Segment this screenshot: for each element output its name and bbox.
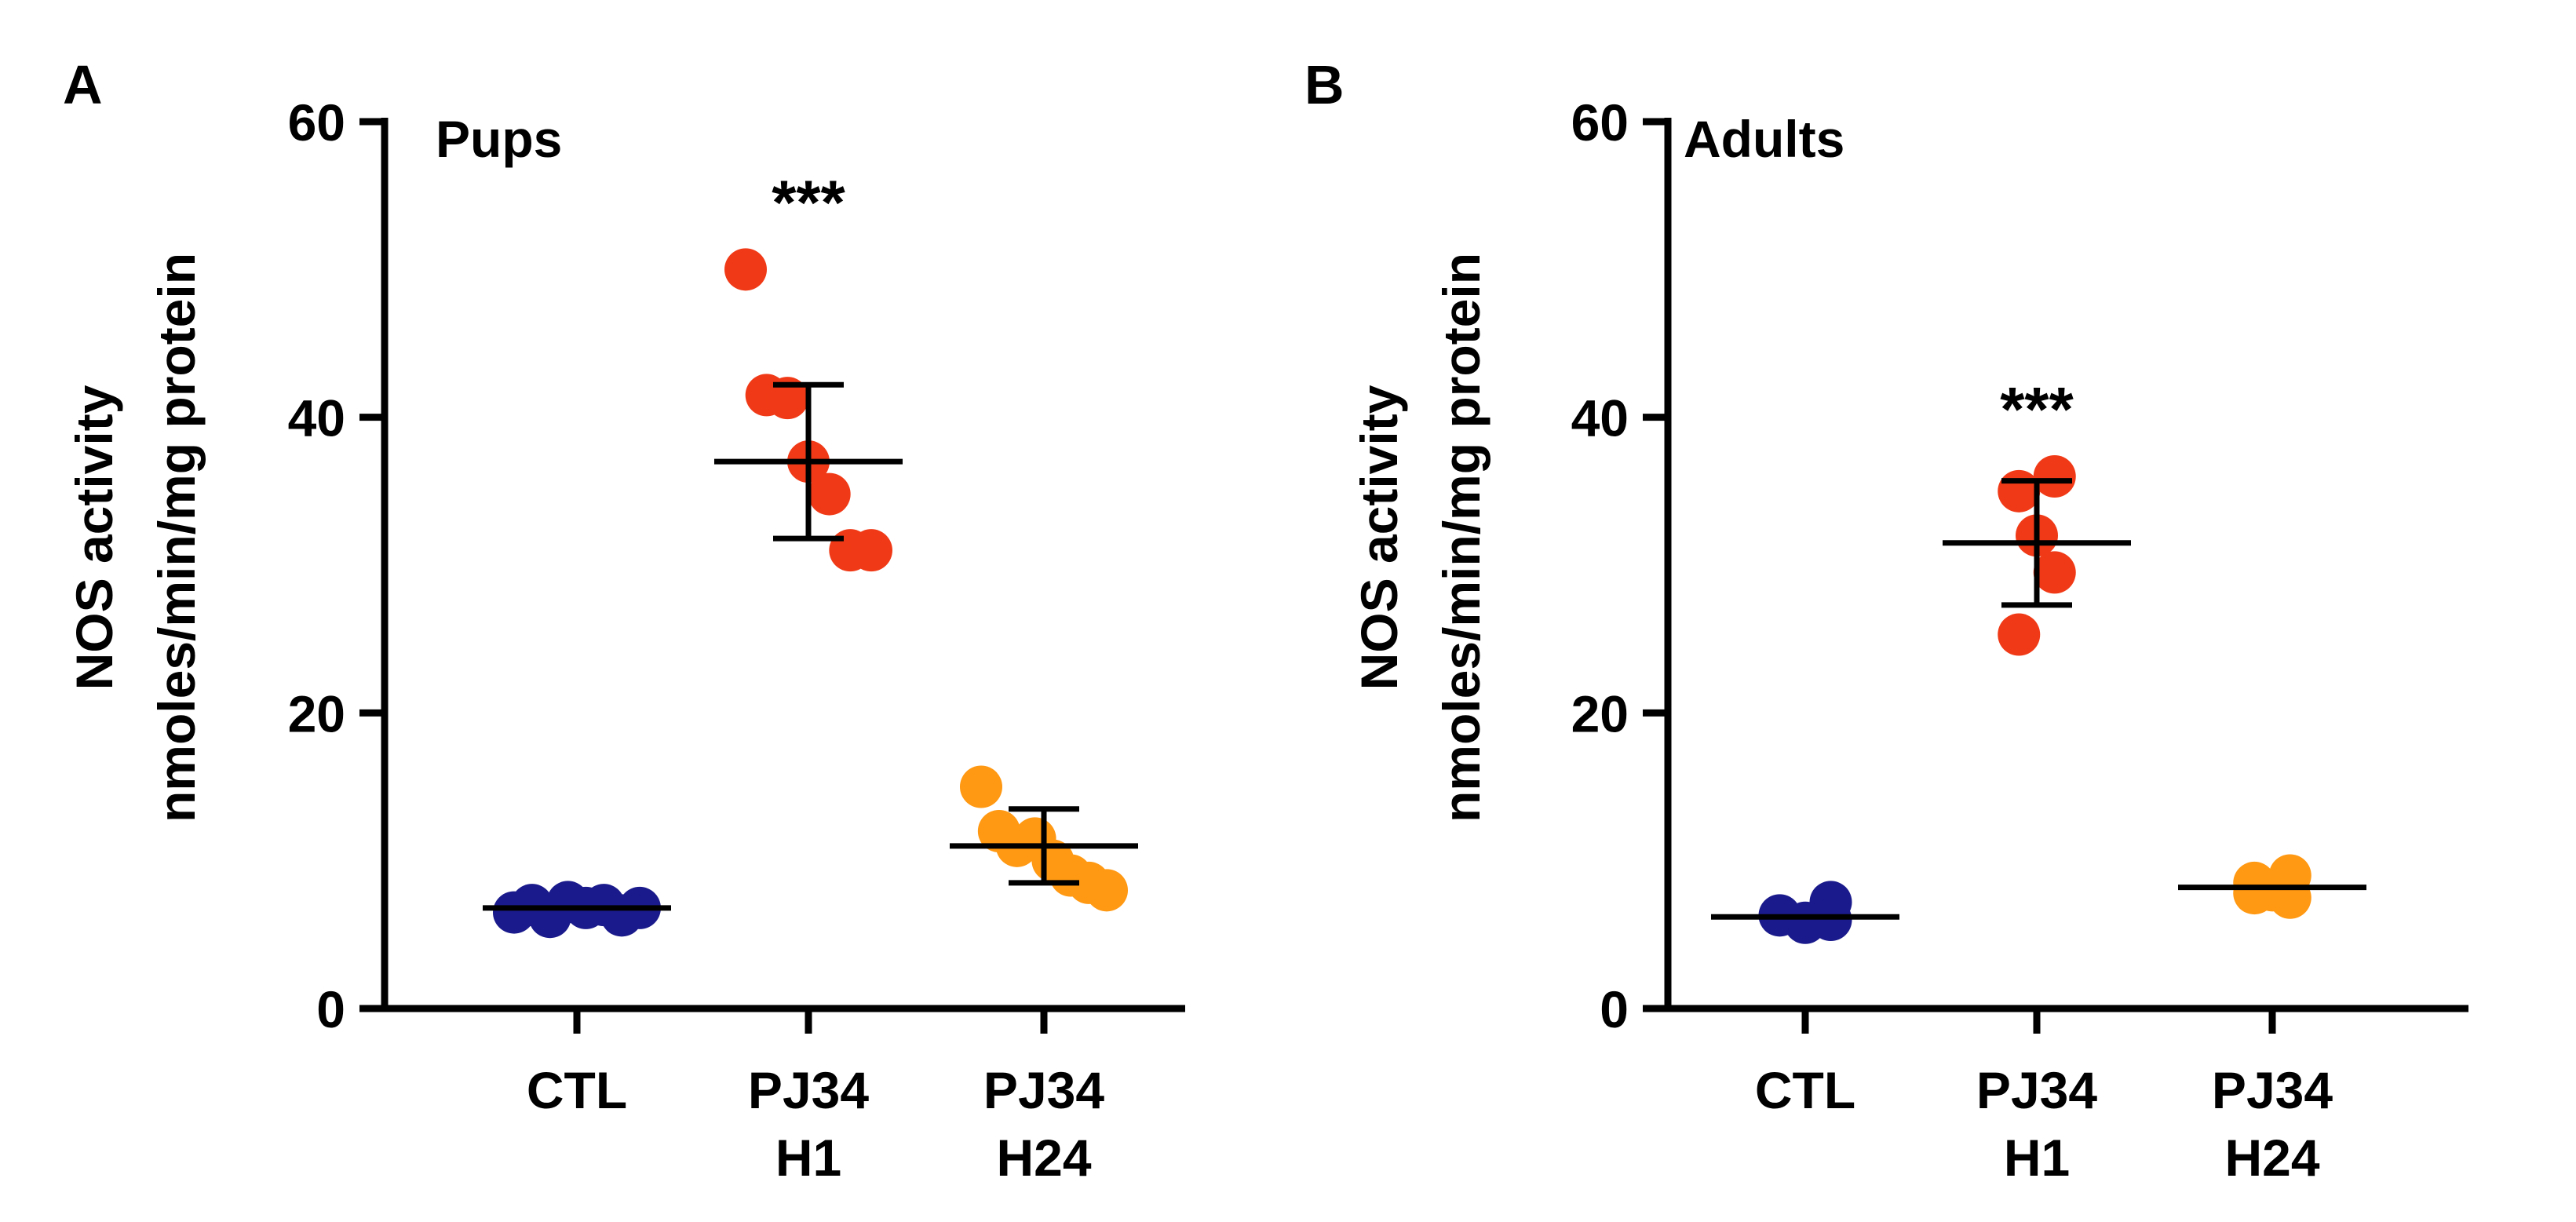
data-point-b-1-3	[2033, 551, 2076, 594]
y-tick-label-a-60: 60	[288, 93, 345, 151]
significance-marker-b-1: ***	[2000, 374, 2074, 444]
panel-title-a: Pups	[436, 110, 562, 168]
x-tick-label-b-1: PJ34	[1976, 1061, 2097, 1119]
x-tick-label-line2-a-1: H1	[775, 1129, 841, 1187]
x-tick-label-b-0: CTL	[1755, 1061, 1855, 1119]
panel-title-b: Adults	[1684, 110, 1844, 168]
y-tick-label-a-0: 0	[316, 980, 345, 1038]
panel-a: A NOS activity nmoles/min/mg protein Pup…	[63, 54, 1185, 1187]
panel-letter-a: A	[63, 54, 103, 115]
x-tick-label-b-2: PJ34	[2212, 1061, 2333, 1119]
panel-b: B NOS activity nmoles/min/mg protein Adu…	[1304, 54, 2468, 1187]
data-point-a-1-4	[808, 472, 851, 516]
y-tick-label-b-60: 60	[1571, 93, 1629, 151]
y-tick-label-b-40: 40	[1571, 389, 1629, 447]
panel-letter-b: B	[1304, 54, 1345, 115]
plot-a: 0 20 40 60 CTL PJ34 H1 PJ34 H24 ***	[288, 93, 1185, 1187]
data-point-b-2-4	[2233, 872, 2276, 915]
y-axis-label-line2-b: nmoles/min/mg protein	[1432, 253, 1491, 823]
significance-marker-a-1: ***	[772, 167, 845, 237]
x-tick-label-line2-b-1: H1	[2004, 1129, 2070, 1187]
x-tick-label-line2-a-2: H24	[996, 1129, 1091, 1187]
data-point-a-2-0	[960, 765, 1002, 808]
y-tick-label-b-20: 20	[1571, 684, 1629, 742]
panel-b-ylabel: NOS activity nmoles/min/mg protein	[1350, 253, 1491, 823]
data-point-a-1-6	[850, 529, 892, 572]
y-tick-label-a-20: 20	[288, 684, 345, 742]
data-point-b-0-3	[1809, 899, 1852, 941]
x-tick-label-a-2: PJ34	[983, 1061, 1104, 1119]
plot-b: 0 20 40 60 CTL PJ34 H1 PJ34 H24 ***	[1571, 93, 2468, 1187]
data-point-a-2-7	[1085, 869, 1128, 912]
y-tick-label-a-40: 40	[288, 389, 345, 447]
data-point-b-1-1	[2033, 455, 2076, 498]
y-axis-label-line2-a: nmoles/min/mg protein	[148, 253, 206, 823]
y-axis-label-line1-b: NOS activity	[1350, 385, 1408, 690]
data-point-a-1-0	[724, 248, 767, 291]
x-tick-label-a-1: PJ34	[748, 1061, 869, 1119]
x-tick-label-a-0: CTL	[527, 1061, 627, 1119]
y-tick-label-b-0: 0	[1600, 980, 1629, 1038]
x-tick-label-line2-b-2: H24	[2224, 1129, 2319, 1187]
data-point-b-1-4	[1998, 613, 2041, 656]
data-point-b-2-3	[2268, 876, 2311, 919]
panel-a-ylabel: NOS activity nmoles/min/mg protein	[65, 253, 206, 823]
y-axis-label-line1-a: NOS activity	[65, 385, 123, 690]
